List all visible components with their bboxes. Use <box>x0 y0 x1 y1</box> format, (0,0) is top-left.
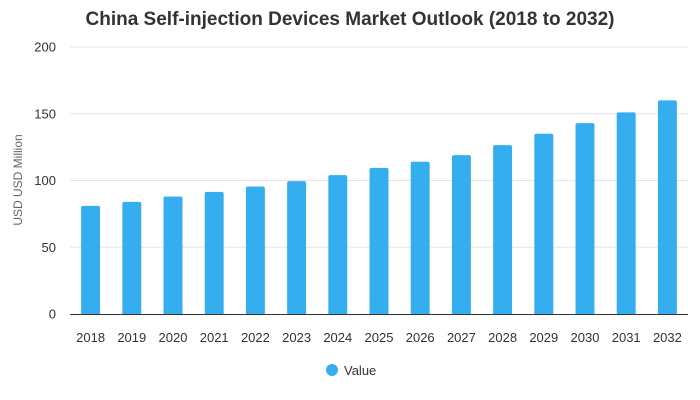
x-tick-label: 2031 <box>612 330 641 345</box>
y-axis-ticks: 0 50 100 150 200 <box>34 40 56 322</box>
bar-2026[interactable] <box>410 161 430 314</box>
x-tick-label: 2019 <box>117 330 146 345</box>
x-tick-label: 2020 <box>159 330 188 345</box>
bar-2018[interactable] <box>81 205 101 314</box>
y-tick-label: 0 <box>49 307 56 322</box>
bar-2021[interactable] <box>204 191 224 314</box>
bar-2032[interactable] <box>657 100 677 315</box>
bars <box>81 100 677 315</box>
chart-title: China Self-injection Devices Market Outl… <box>86 9 615 30</box>
x-tick-label: 2032 <box>653 330 682 345</box>
y-tick-label: 200 <box>34 40 56 55</box>
bar-2029[interactable] <box>534 133 554 314</box>
y-tick-label: 50 <box>42 240 56 255</box>
bar-2023[interactable] <box>287 181 307 314</box>
y-axis-label: USD USD Million <box>11 134 25 225</box>
x-tick-label: 2029 <box>529 330 558 345</box>
x-tick-label: 2022 <box>241 330 270 345</box>
bar-2030[interactable] <box>575 123 595 314</box>
x-tick-label: 2018 <box>76 330 105 345</box>
x-tick-label: 2024 <box>323 330 352 345</box>
bar-2025[interactable] <box>369 167 389 314</box>
x-tick-label: 2030 <box>571 330 600 345</box>
x-axis-ticks: 2018 2019 2020 2021 2022 2023 2024 2025 2026 2027… <box>76 330 682 345</box>
y-tick-label: 150 <box>34 106 56 121</box>
bar-2020[interactable] <box>163 196 183 314</box>
x-tick-label: 2027 <box>447 330 476 345</box>
bar-2024[interactable] <box>328 175 348 314</box>
x-tick-label: 2028 <box>488 330 517 345</box>
bar-2027[interactable] <box>451 155 471 314</box>
bar-2022[interactable] <box>245 186 265 314</box>
y-tick-label: 100 <box>34 173 56 188</box>
legend-label: Value <box>344 363 376 378</box>
x-tick-label: 2021 <box>200 330 229 345</box>
legend-marker-icon <box>326 364 338 376</box>
x-tick-label: 2026 <box>406 330 435 345</box>
bar-2019[interactable] <box>122 201 142 314</box>
x-tick-label: 2023 <box>282 330 311 345</box>
bar-2031[interactable] <box>616 112 636 314</box>
x-tick-label: 2025 <box>365 330 394 345</box>
bar-2028[interactable] <box>493 145 513 314</box>
legend[interactable]: Value <box>326 363 376 378</box>
